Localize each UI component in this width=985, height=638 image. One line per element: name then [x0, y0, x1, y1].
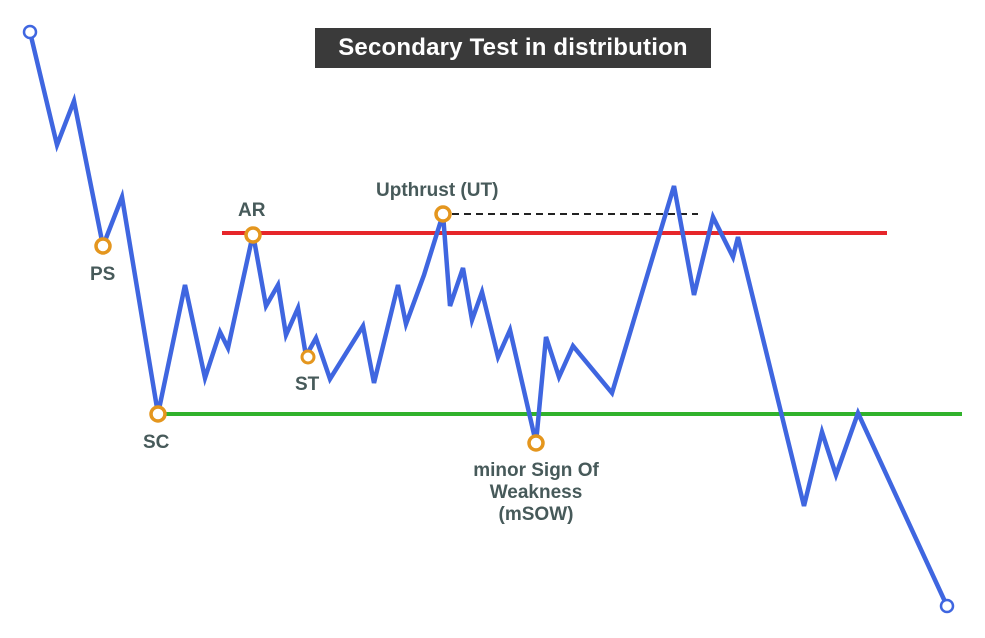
title-banner: Secondary Test in distribution: [315, 28, 711, 68]
st-marker: [300, 349, 316, 365]
ar-label: AR: [238, 200, 266, 221]
sc-marker: [149, 405, 167, 423]
msow-marker: [527, 434, 545, 452]
msow-label-line-1: minor Sign Of: [473, 460, 599, 481]
ut-marker: [434, 205, 452, 223]
msow-label-line-3: (mSOW): [498, 504, 574, 525]
start-point-marker: [22, 24, 38, 40]
ar-marker: [244, 226, 262, 244]
msow-label: minor Sign Of Weakness (mSOW): [446, 460, 626, 526]
ps-label: PS: [90, 264, 116, 285]
sc-label: SC: [143, 432, 170, 453]
ps-marker: [94, 237, 112, 255]
ut-label: Upthrust (UT): [376, 180, 499, 201]
st-label: ST: [295, 374, 320, 395]
end-point-marker: [939, 598, 955, 614]
diagram-title: Secondary Test in distribution: [338, 34, 688, 61]
msow-label-line-2: Weakness: [489, 482, 583, 503]
price-line: [27, 29, 950, 609]
